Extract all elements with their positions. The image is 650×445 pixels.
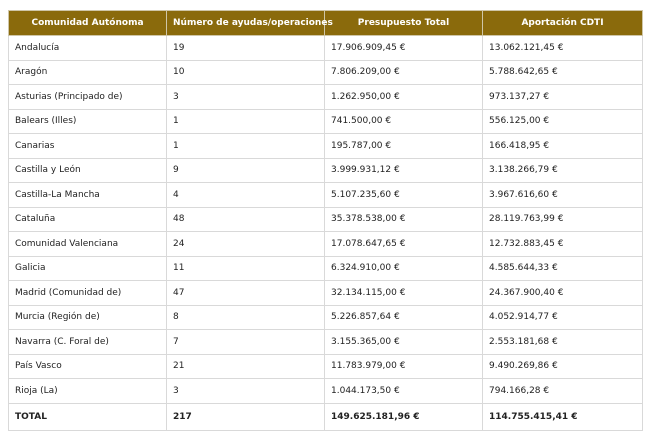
cell-presupuesto: 3.999.931,12 € [324,157,483,183]
data-table-container: Comunidad Autónoma Número de ayudas/oper… [8,10,643,431]
cell-presupuesto: 17.906.909,45 € [324,35,483,61]
cell-aportacion: 4.585.644,33 € [482,255,643,281]
cell-numero: 19 [166,35,325,61]
cell-numero: 21 [166,353,325,379]
table-row: Comunidad Valenciana 24 17.078.647,65 €12.… [8,231,643,257]
total-cell-presupuesto: 149.625.181,96 € [324,402,483,431]
table-row: Cataluña 48 35.378.538,00 €28.119.763,99 € [8,206,643,232]
cell-numero: 11 [166,255,325,281]
cell-presupuesto: 5.107.235,60 € [324,182,483,208]
cell-aportacion: 794.166,28 € [482,378,643,404]
cell-comunidad: Castilla-La Mancha [8,182,167,208]
cell-presupuesto: 11.783.979,00 € [324,353,483,379]
cell-aportacion: 556.125,00 € [482,108,643,134]
cell-comunidad: Cataluña [8,206,167,232]
cell-presupuesto: 195.787,00 € [324,133,483,159]
table-header-row: Comunidad Autónoma Número de ayudas/oper… [8,10,643,36]
cell-comunidad: Rioja (La) [8,378,167,404]
cell-numero: 9 [166,157,325,183]
cell-comunidad: Navarra (C. Foral de) [8,329,167,355]
table-row: Navarra (C. Foral de) 7 3.155.365,00 €2.55… [8,329,643,355]
cell-presupuesto: 5.226.857,64 € [324,304,483,330]
cell-presupuesto: 1.262.950,00 € [324,84,483,110]
header-comunidad: Comunidad Autónoma [8,10,167,36]
cell-numero: 8 [166,304,325,330]
cell-comunidad: Comunidad Valenciana [8,231,167,257]
cell-comunidad: Madrid (Comunidad de) [8,280,167,306]
table-row: Madrid (Comunidad de) 47 32.134.115,00 €24… [8,280,643,306]
cell-presupuesto: 35.378.538,00 € [324,206,483,232]
table-row: Murcia (Región de) 8 5.226.857,64 €4.052.9… [8,304,643,330]
total-row: TOTAL 217 149.625.181,96 €114.755.415,41 € [8,402,643,431]
cell-presupuesto: 741.500,00 € [324,108,483,134]
cell-numero: 48 [166,206,325,232]
cell-numero: 1 [166,133,325,159]
total-cell-numero: 217 [166,402,325,431]
cell-comunidad: Castilla y León [8,157,167,183]
cell-numero: 3 [166,378,325,404]
cell-aportacion: 2.553.181,68 € [482,329,643,355]
cell-numero: 7 [166,329,325,355]
cell-aportacion: 4.052.914,77 € [482,304,643,330]
cell-aportacion: 166.418,95 € [482,133,643,159]
cell-aportacion: 973.137,27 € [482,84,643,110]
cell-numero: 24 [166,231,325,257]
cell-comunidad: País Vasco [8,353,167,379]
cell-presupuesto: 1.044.173,50 € [324,378,483,404]
table-row: Castilla-La Mancha 4 5.107.235,60 €3.967.6… [8,182,643,208]
cell-aportacion: 5.788.642,65 € [482,59,643,85]
cell-presupuesto: 32.134.115,00 € [324,280,483,306]
cell-numero: 1 [166,108,325,134]
header-presupuesto-total: Presupuesto Total [324,10,483,36]
cell-aportacion: 3.138.266,79 € [482,157,643,183]
cell-numero: 10 [166,59,325,85]
table-body: Andalucía 19 17.906.909,45 €13.062.121,45 … [8,35,643,431]
header-numero-ayudas: Número de ayudas/operaciones [166,10,333,36]
cell-aportacion: 24.367.900,40 € [482,280,643,306]
table-row: Andalucía 19 17.906.909,45 €13.062.121,45 … [8,35,643,61]
cell-comunidad: Murcia (Región de) [8,304,167,330]
cell-presupuesto: 6.324.910,00 € [324,255,483,281]
cell-presupuesto: 3.155.365,00 € [324,329,483,355]
cell-comunidad: Asturias (Principado de) [8,84,167,110]
table-row: Asturias (Principado de) 3 1.262.950,00 €9… [8,84,643,110]
table-row: Balears (Illes) 1 741.500,00 €556.125,00 € [8,108,643,134]
cell-aportacion: 9.490.269,86 € [482,353,643,379]
table-row: Aragón 10 7.806.209,00 €5.788.642,65 € [8,59,643,85]
ayudas-table: Comunidad Autónoma Número de ayudas/oper… [8,10,643,431]
cell-comunidad: Balears (Illes) [8,108,167,134]
total-cell-comunidad: TOTAL [8,402,167,431]
header-aportacion-cdti: Aportación CDTI [482,10,643,36]
cell-aportacion: 13.062.121,45 € [482,35,643,61]
table-row: Castilla y León 9 3.999.931,12 €3.138.266,… [8,157,643,183]
cell-aportacion: 28.119.763,99 € [482,206,643,232]
table-row: Galicia 11 6.324.910,00 €4.585.644,33 € [8,255,643,281]
cell-numero: 47 [166,280,325,306]
table-row: Rioja (La) 3 1.044.173,50 €794.166,28 € [8,378,643,404]
table-row: País Vasco 21 11.783.979,00 €9.490.269,86 … [8,353,643,379]
cell-aportacion: 3.967.616,60 € [482,182,643,208]
table-row: Canarias 1 195.787,00 €166.418,95 € [8,133,643,159]
total-cell-aportacion: 114.755.415,41 € [482,402,643,431]
cell-presupuesto: 7.806.209,00 € [324,59,483,85]
cell-numero: 4 [166,182,325,208]
cell-presupuesto: 17.078.647,65 € [324,231,483,257]
cell-numero: 3 [166,84,325,110]
cell-comunidad: Galicia [8,255,167,281]
cell-comunidad: Andalucía [8,35,167,61]
cell-comunidad: Aragón [8,59,167,85]
cell-comunidad: Canarias [8,133,167,159]
cell-aportacion: 12.732.883,45 € [482,231,643,257]
